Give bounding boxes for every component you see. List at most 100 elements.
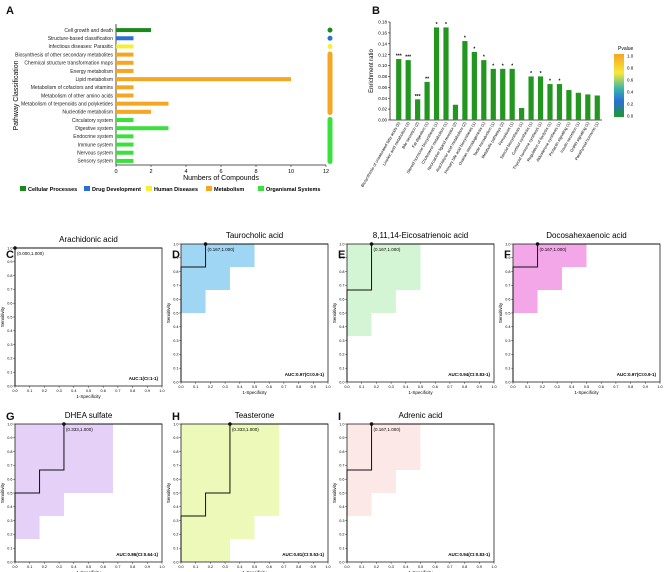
data-label-b: * xyxy=(540,71,542,77)
bar-a xyxy=(116,109,151,114)
tick-label-x: 0.2 xyxy=(208,385,213,389)
tick-label-y: 0.8 xyxy=(7,450,12,454)
tick-label-y: 0.8 xyxy=(505,270,510,274)
bar-a xyxy=(116,134,134,139)
data-label-b: *** xyxy=(396,54,402,60)
bar-b xyxy=(452,104,459,120)
xlabel: 1-Specificity xyxy=(242,570,267,572)
tick-label-y: 0.0 xyxy=(173,560,178,564)
ci-band xyxy=(347,244,494,337)
bar-b xyxy=(396,59,402,120)
tick-label-x: 0.6 xyxy=(433,385,438,389)
bar-b xyxy=(537,76,544,120)
best-point-label: (0.167,1.000) xyxy=(540,247,567,252)
roc-curve xyxy=(512,243,660,382)
tick-label-y: 0.6 xyxy=(7,302,12,306)
tick-label-y: 0.7 xyxy=(339,464,344,468)
tick-label-y: 0.3 xyxy=(339,339,344,343)
data-label-b: *** xyxy=(415,94,421,100)
tick-label-x: 0.8 xyxy=(130,565,135,569)
chart-title: 8,11,14-Eicosatrienoic acid xyxy=(373,231,468,240)
tick-label-x: 0.6 xyxy=(101,565,106,569)
tick-label-b-y: 0.00 xyxy=(378,118,387,123)
tick-label-x: 0.4 xyxy=(569,385,574,389)
chart-title: Taurocholic acid xyxy=(226,231,283,240)
tick-label-y: 0.1 xyxy=(339,367,344,371)
tick-label-x: 0.7 xyxy=(281,565,286,569)
tick-label-y: 0.3 xyxy=(173,519,178,523)
tick-label-x: 0.5 xyxy=(252,565,257,569)
tick-label-x: 0.5 xyxy=(584,385,589,389)
tick-label-y: 0.1 xyxy=(505,367,510,371)
tick-label-x: 0.7 xyxy=(447,565,452,569)
tick-label-y: 0.1 xyxy=(7,371,12,375)
tick-label-x: 0.4 xyxy=(403,565,408,569)
tick-label-x: 0.5 xyxy=(252,385,257,389)
tick-label-b-y: 0.12 xyxy=(378,52,387,57)
bar-a xyxy=(116,126,169,131)
legend-tick-b: 0.8 xyxy=(627,66,634,71)
tick-label-b-y: 0.02 xyxy=(378,107,387,112)
legend-swatch-a xyxy=(146,186,152,191)
ylabel: Sensitivity xyxy=(332,302,337,323)
tick-label-y: 0.9 xyxy=(505,256,510,260)
tick-label-a-x: 12 xyxy=(323,169,329,175)
panel-letter-i: I xyxy=(338,411,341,423)
tick-label-y: 1.0 xyxy=(505,242,510,246)
tick-label-x: 0.0 xyxy=(12,389,17,393)
tick-label-x: 0.1 xyxy=(193,385,198,389)
tick-label-a-x: 6 xyxy=(219,169,222,175)
best-point xyxy=(369,242,374,246)
tick-label-a-y: Biosynthesis of other secondary metaboli… xyxy=(15,52,113,58)
tick-label-y: 0.2 xyxy=(7,533,12,537)
panel-letter-h: H xyxy=(172,411,180,423)
bar-b xyxy=(509,68,515,120)
tick-label-x: 0.8 xyxy=(628,385,633,389)
best-point xyxy=(369,422,374,426)
tick-label-x: 0.6 xyxy=(267,385,272,389)
tick-label-x: 0.1 xyxy=(27,565,32,569)
auc-label: AUC:0.94(CI:0.83-1) xyxy=(448,372,490,377)
tick-label-x: 0.3 xyxy=(554,385,559,389)
group-bar-a xyxy=(327,116,333,164)
ci-band xyxy=(181,424,328,562)
tick-label-y: 0.2 xyxy=(505,353,510,357)
chart-b: 0.00 0.02 0.04 0.06 0.08 0.10 0.12 0.14 0.16 0.18… xyxy=(360,20,634,188)
tick-label-y: 0.2 xyxy=(339,353,344,357)
bar-a xyxy=(116,68,134,73)
tick-label-a-x: 4 xyxy=(184,169,187,175)
bar-a xyxy=(116,36,134,41)
tick-label-a-y: Infectious diseases: Parasitic xyxy=(49,44,114,50)
tick-label-a-y: Cell growth and death xyxy=(64,28,113,34)
tick-label-x: 0.4 xyxy=(71,389,76,393)
roc-curve xyxy=(180,243,328,382)
xlabel: 1-Specificity xyxy=(76,394,101,399)
ci-band xyxy=(15,424,162,539)
panel-letter-b: B xyxy=(372,5,380,17)
xlabel: 1-Specificity xyxy=(242,390,267,395)
tick-label-a-y: Sensory system xyxy=(77,159,113,165)
tick-label-x: 1.0 xyxy=(159,389,164,393)
tick-label-a-y: Circulatory system xyxy=(72,118,113,124)
tick-label-x: 0.9 xyxy=(145,565,150,569)
best-point-label: (0.167,1.000) xyxy=(374,427,401,432)
tick-label-x: 0.6 xyxy=(599,385,604,389)
best-point xyxy=(203,242,208,246)
tick-label-y: 0.5 xyxy=(505,311,510,315)
chart-roc_e: 8,11,14-Eicosatrienoic acid 0.00.0 0.1 0.1 0… xyxy=(332,231,497,395)
tick-label-x: 0.3 xyxy=(222,565,227,569)
best-point-label: (0.333,1.000) xyxy=(232,427,259,432)
chart-roc_c: Arachidonic acid 0.00.0 0.1 0.1 0.2 0.2 0.3 0.3… xyxy=(0,235,165,399)
data-label-b: * xyxy=(492,63,494,69)
panel-letter-c: C xyxy=(6,249,14,261)
tick-label-x: 0.4 xyxy=(403,385,408,389)
legend-label-a: Metabolism xyxy=(214,187,244,193)
ylabel: Sensitivity xyxy=(166,482,171,503)
tick-label-x: 0.3 xyxy=(56,389,61,393)
tick-label-x: 0.3 xyxy=(388,565,393,569)
bar-b xyxy=(566,90,572,120)
tick-label-x: 0.1 xyxy=(359,385,364,389)
tick-label-x: 0.2 xyxy=(208,565,213,569)
tick-label-y: 0.8 xyxy=(173,450,178,454)
auc-label: AUC:0.97(CI:0.9-1) xyxy=(285,372,325,377)
